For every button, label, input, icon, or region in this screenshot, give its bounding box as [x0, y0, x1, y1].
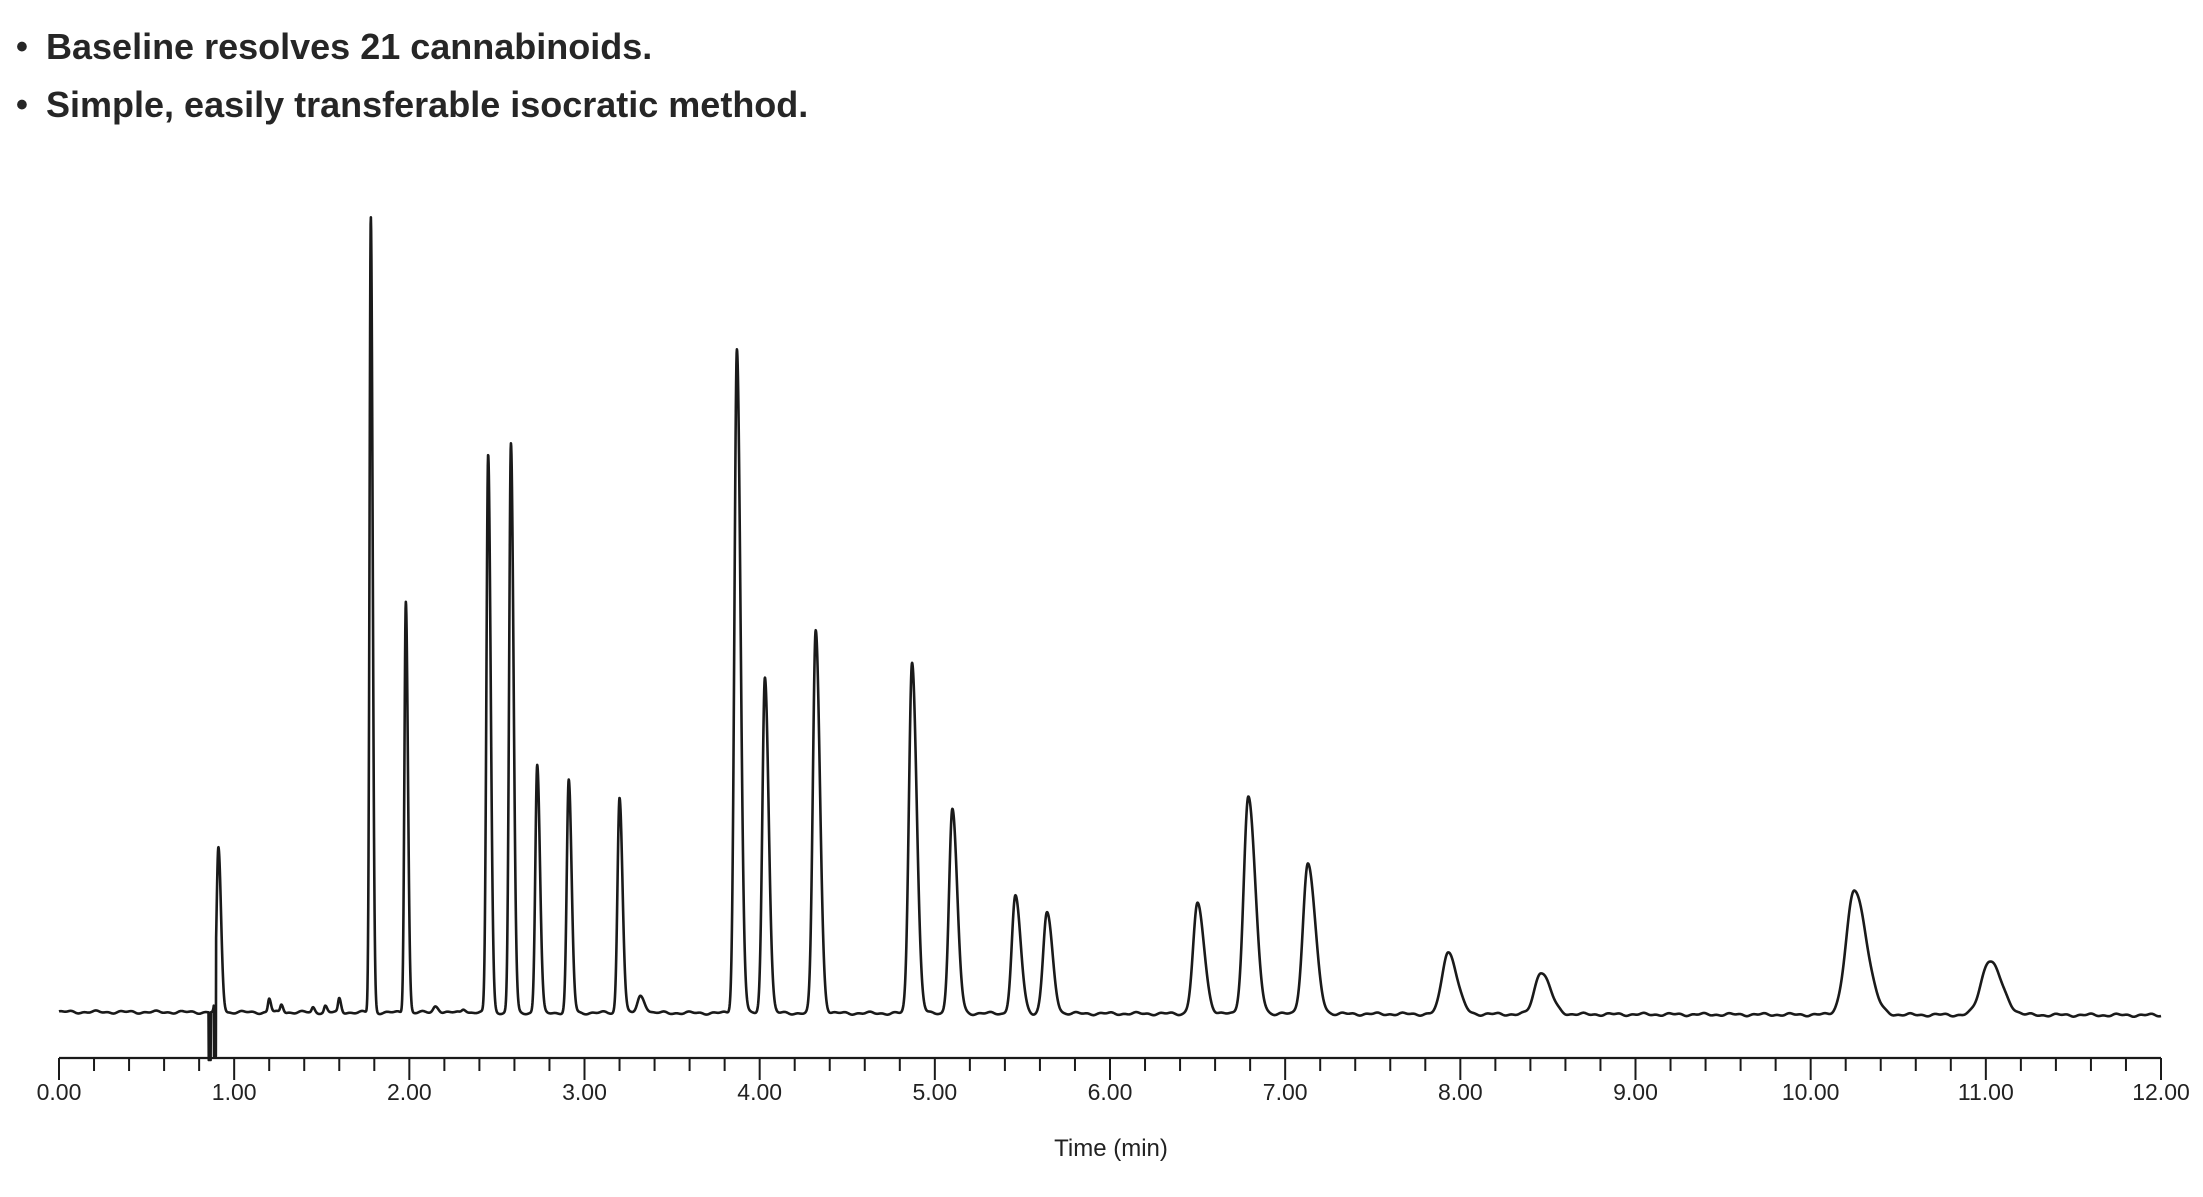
- bullet-item: • Baseline resolves 21 cannabinoids.: [14, 18, 808, 76]
- x-tick-label: 12.00: [2132, 1079, 2190, 1105]
- bullet-dot: •: [16, 28, 28, 66]
- x-tick-label: 8.00: [1438, 1079, 1483, 1105]
- x-axis-tick-labels: 0.00 1.00 2.00 3.00 4.00 5.00 6.00 7.00 8.00 9.00…: [37, 1079, 2190, 1105]
- chromatogram-trace: [57, 215, 2163, 1062]
- x-tick-label: 10.00: [1782, 1079, 1840, 1105]
- x-tick-label: 4.00: [737, 1079, 782, 1105]
- x-tick-label: 6.00: [1088, 1079, 1133, 1105]
- x-tick-label: 7.00: [1263, 1079, 1308, 1105]
- x-tick-label: 3.00: [562, 1079, 607, 1105]
- x-tick-label: 11.00: [1958, 1079, 2014, 1105]
- x-tick-label: 9.00: [1613, 1079, 1658, 1105]
- bullet-list: • Baseline resolves 21 cannabinoids. • Sim…: [14, 18, 808, 134]
- bullet-dot: •: [16, 86, 28, 124]
- x-axis-ticks: [58, 1058, 2162, 1080]
- bullet-text: Simple, easily transferable isocratic me…: [46, 84, 809, 125]
- x-tick-label: 1.00: [212, 1079, 257, 1105]
- x-tick-label: 5.00: [912, 1079, 957, 1105]
- x-tick-label: 0.00: [37, 1079, 82, 1105]
- bullet-item: • Simple, easily transferable isocratic m…: [14, 76, 808, 134]
- x-axis-title: Time (min): [1054, 1135, 1168, 1162]
- bullet-text: Baseline resolves 21 cannabinoids.: [46, 26, 653, 67]
- x-tick-label: 2.00: [387, 1079, 432, 1105]
